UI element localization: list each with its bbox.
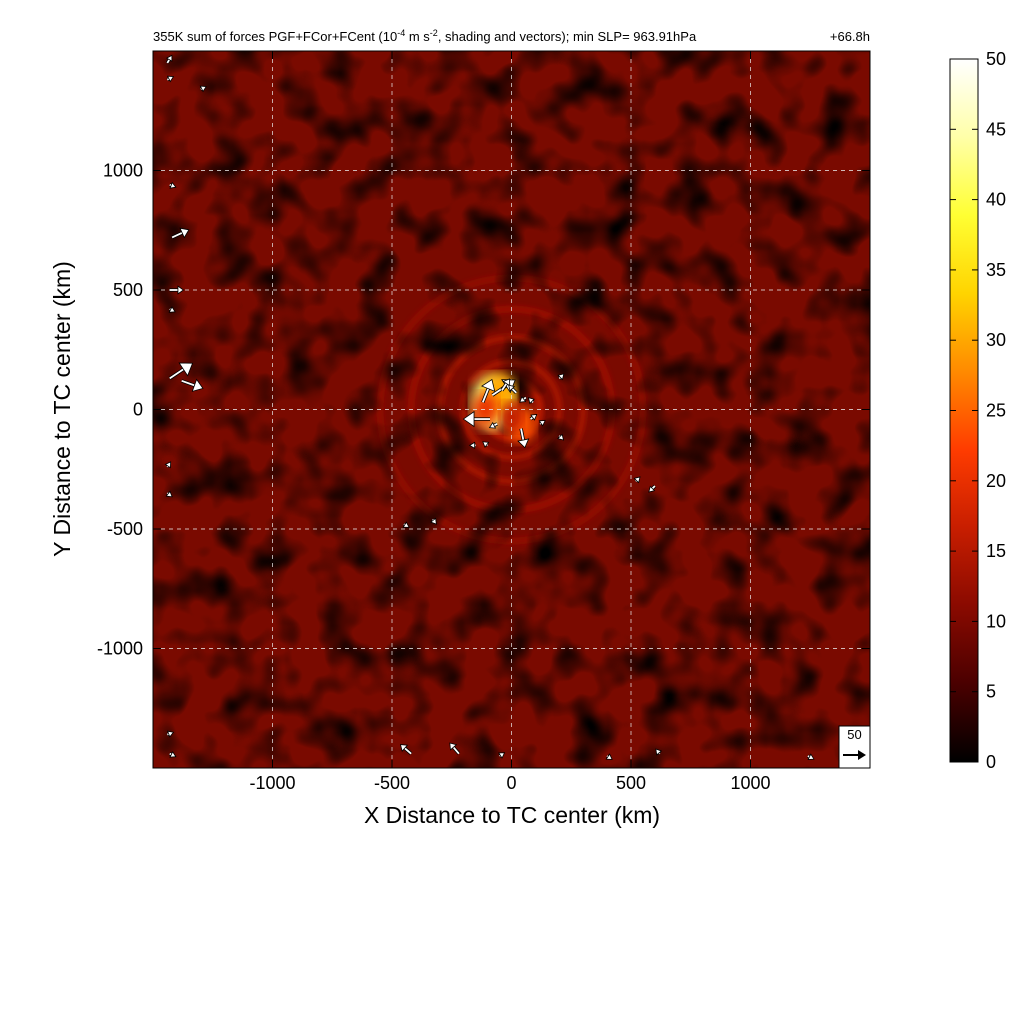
force-vector-14 xyxy=(165,54,173,64)
force-vector-30 xyxy=(165,490,173,498)
force-vector-20 xyxy=(168,362,194,380)
y-tick-label-3: -500 xyxy=(107,519,143,539)
force-vector-15 xyxy=(166,75,175,83)
reference-vector-box: 50 xyxy=(838,725,871,769)
force-vector-12 xyxy=(557,373,565,381)
reference-vector-label: 50 xyxy=(847,727,861,742)
colorbar-tick-label-5: 25 xyxy=(986,401,1006,421)
colorbar-tick-label-3: 35 xyxy=(986,260,1006,280)
force-vector-9 xyxy=(529,414,538,421)
force-vector-38 xyxy=(807,753,815,760)
colorbar-tick-label-1: 45 xyxy=(986,119,1006,139)
force-vector-8 xyxy=(517,428,530,449)
colorbar-tick-label-10: 0 xyxy=(986,752,996,772)
x-tick-label-2: 0 xyxy=(506,773,516,793)
colorbar-tick-label-7: 15 xyxy=(986,541,1006,561)
x-tick-label-4: 1000 xyxy=(730,773,770,793)
colorbar-tick-label-9: 5 xyxy=(986,682,996,702)
force-vector-27 xyxy=(633,476,641,484)
y-axis: 1000 500 0 -500 -1000 xyxy=(97,161,870,659)
x-tick-label-0: -1000 xyxy=(249,773,295,793)
colorbar-tick-label-2: 40 xyxy=(986,190,1006,210)
force-vector-24 xyxy=(402,521,410,528)
force-vector-4 xyxy=(519,395,527,403)
force-vector-6 xyxy=(462,410,490,428)
force-vector-18 xyxy=(169,285,185,295)
force-vector-17 xyxy=(171,227,190,239)
force-vector-3 xyxy=(508,384,518,394)
force-vector-23 xyxy=(771,34,776,40)
y-tick-label-0: 1000 xyxy=(103,161,143,181)
force-vector-28 xyxy=(648,484,657,493)
force-vector-36 xyxy=(605,753,613,760)
colorbar-tick-label-8: 10 xyxy=(986,611,1006,631)
y-axis-label: Y Distance to TC center (km) xyxy=(49,261,75,557)
chart-title: 355K sum of forces PGF+FCor+FCent (10-4 … xyxy=(153,28,697,44)
force-vector-37 xyxy=(655,748,663,756)
force-vector-10 xyxy=(538,420,546,427)
force-vector-0 xyxy=(481,378,496,403)
y-tick-label-2: 0 xyxy=(133,400,143,420)
x-axis: -1000 -500 0 500 1000 xyxy=(249,51,771,793)
force-vector-32 xyxy=(168,750,177,758)
force-vector-21 xyxy=(181,378,204,392)
force-vector-26 xyxy=(482,441,490,448)
force-vector-5 xyxy=(527,397,535,405)
force-vector-31 xyxy=(166,730,175,738)
force-vector-7 xyxy=(488,421,498,429)
colorbar-tick-label-6: 20 xyxy=(986,471,1006,491)
colorbar-tick-label-4: 30 xyxy=(986,330,1006,350)
x-tick-label-3: 500 xyxy=(616,773,646,793)
force-vector-22 xyxy=(199,85,207,93)
reference-vector-arrowhead xyxy=(858,750,866,760)
vector-layer xyxy=(164,34,815,760)
y-tick-label-4: -1000 xyxy=(97,639,143,659)
colorbar-tick-label-0: 50 xyxy=(986,49,1006,69)
x-axis-label: X Distance to TC center (km) xyxy=(364,802,660,828)
force-vector-35 xyxy=(497,752,506,759)
force-vector-29 xyxy=(164,461,172,469)
force-vector-19 xyxy=(168,306,176,313)
y-tick-label-1: 500 xyxy=(113,280,143,300)
heatmap-field xyxy=(153,34,870,768)
time-label: +66.8h xyxy=(830,29,870,44)
x-tick-label-1: -500 xyxy=(374,773,410,793)
force-vector-34 xyxy=(449,742,461,755)
force-vector-33 xyxy=(399,744,413,755)
force-vector-25 xyxy=(430,517,437,525)
force-vector-11 xyxy=(468,441,476,450)
force-vector-13 xyxy=(557,433,565,441)
force-vector-16 xyxy=(169,181,177,189)
force-vector-2 xyxy=(500,378,511,392)
